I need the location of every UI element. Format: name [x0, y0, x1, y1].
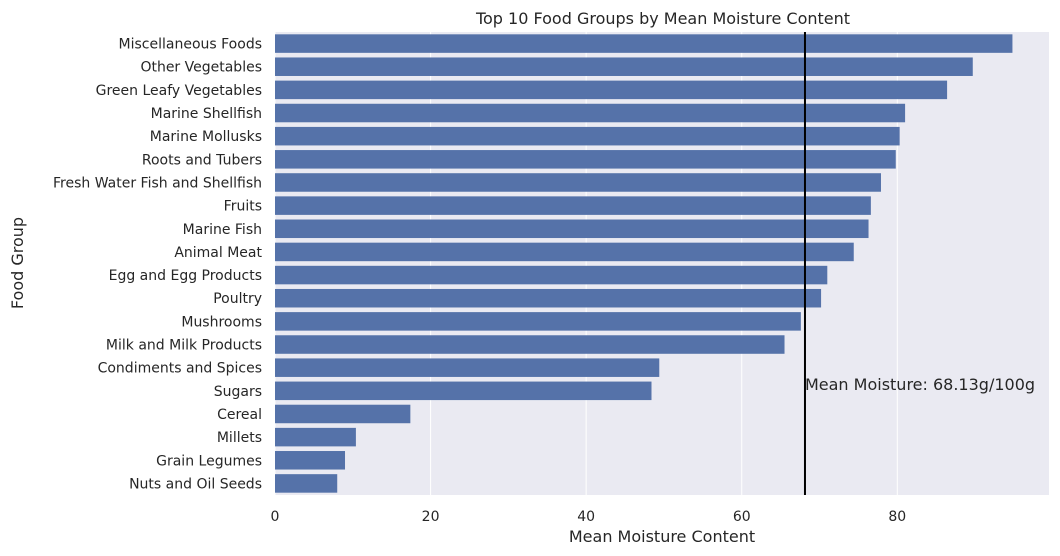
y-tick-label: Millets [217, 430, 262, 446]
y-tick-label: Animal Meat [174, 245, 262, 261]
bar [275, 173, 881, 192]
bar [275, 242, 854, 262]
x-tick-label: 80 [888, 509, 906, 525]
y-tick-label: Mushrooms [181, 314, 262, 330]
mean-reference: Mean Moisture: 68.13g/100g [803, 32, 1035, 495]
bar [275, 358, 660, 377]
chart-title: Top 10 Food Groups by Mean Moisture Cont… [475, 9, 850, 28]
x-tick-label: 0 [271, 509, 280, 525]
bar [275, 451, 346, 470]
y-tick-label: Roots and Tubers [142, 152, 262, 168]
y-tick-label: Green Leafy Vegetables [96, 83, 262, 99]
y-tick-label: Cereal [217, 407, 262, 423]
y-tick-label: Egg and Egg Products [109, 268, 262, 284]
x-tick-label: 60 [733, 509, 751, 525]
y-tick-label: Fruits [224, 199, 262, 215]
plot-area [275, 32, 1049, 495]
bars [275, 34, 1013, 493]
y-tick-label: Other Vegetables [140, 60, 262, 76]
bar [275, 34, 1013, 53]
y-tick-label: Miscellaneous Foods [119, 37, 262, 53]
x-tick-labels: 0 20 40 60 80 [271, 509, 907, 525]
bar [275, 381, 652, 401]
bar [275, 427, 356, 447]
bar [275, 404, 411, 424]
y-tick-label: Poultry [213, 291, 262, 307]
y-tick-label: Fresh Water Fish and Shellfish [53, 175, 262, 191]
bar [275, 196, 871, 215]
bar [275, 219, 869, 239]
y-tick-label: Grain Legumes [156, 453, 262, 469]
x-tick-label: 40 [577, 509, 595, 525]
bar [275, 288, 822, 308]
y-tick-label: Marine Shellfish [151, 106, 262, 122]
bar [275, 103, 906, 123]
y-tick-label: Marine Fish [183, 222, 262, 238]
bar [275, 57, 973, 76]
bar [275, 150, 896, 169]
bar [275, 80, 948, 100]
y-axis-label: Food Group [8, 217, 27, 309]
y-tick-label: Marine Mollusks [150, 129, 262, 145]
bar [275, 265, 828, 285]
y-tick-label: Sugars [214, 384, 262, 400]
y-tick-label: Condiments and Spices [98, 361, 262, 377]
bar [275, 312, 801, 331]
bar [275, 335, 785, 354]
bar [275, 126, 900, 146]
mean-line-label: Mean Moisture: 68.13g/100g [805, 375, 1035, 394]
bar [275, 474, 338, 493]
x-tick-label: 20 [422, 509, 440, 525]
x-axis-label: Mean Moisture Content [569, 527, 755, 546]
y-tick-label: Milk and Milk Products [106, 338, 262, 354]
y-tick-labels: Miscellaneous Foods Other Vegetables Green… [53, 37, 263, 493]
y-tick-label: Nuts and Oil Seeds [129, 476, 262, 492]
